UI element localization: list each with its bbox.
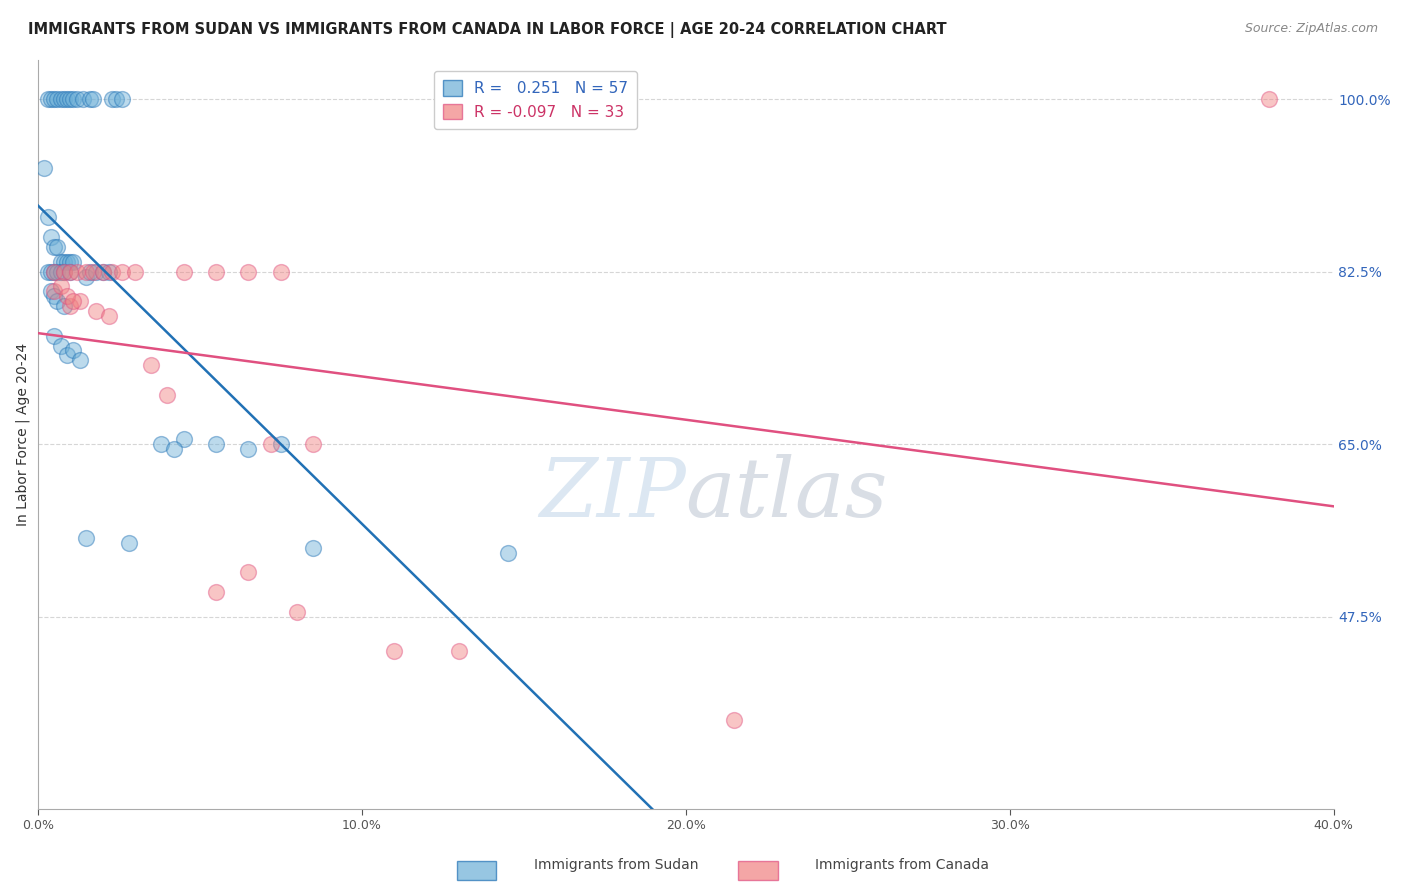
Point <box>66 92 89 106</box>
Point <box>42 328 65 343</box>
Point <box>46 264 69 278</box>
Point <box>447 644 470 658</box>
Point <box>56 348 79 362</box>
Point <box>163 442 186 456</box>
Point <box>42 285 65 299</box>
Point <box>37 264 59 278</box>
Point <box>62 254 84 268</box>
Point <box>49 338 72 352</box>
Point <box>124 264 146 278</box>
Point <box>62 294 84 309</box>
Point <box>52 254 75 268</box>
Point <box>49 279 72 293</box>
Point <box>84 264 107 278</box>
Point <box>46 92 69 106</box>
Point <box>79 264 101 278</box>
Point <box>285 605 308 619</box>
Point <box>34 161 56 175</box>
Point <box>205 264 228 278</box>
Point <box>149 437 172 451</box>
Point <box>37 92 59 106</box>
Point <box>79 92 101 106</box>
Point <box>723 713 745 727</box>
Point <box>66 264 89 278</box>
Point <box>82 264 104 278</box>
Point <box>111 92 134 106</box>
Point <box>270 264 292 278</box>
Point <box>42 92 65 106</box>
Point <box>104 92 127 106</box>
Text: Source: ZipAtlas.com: Source: ZipAtlas.com <box>1244 22 1378 36</box>
Point <box>49 254 72 268</box>
Point <box>173 432 195 446</box>
Point <box>260 437 283 451</box>
Text: IMMIGRANTS FROM SUDAN VS IMMIGRANTS FROM CANADA IN LABOR FORCE | AGE 20-24 CORRE: IMMIGRANTS FROM SUDAN VS IMMIGRANTS FROM… <box>28 22 946 38</box>
Point <box>496 546 519 560</box>
Point <box>75 531 97 545</box>
Point <box>69 294 91 309</box>
Point <box>52 92 75 106</box>
Point <box>62 343 84 358</box>
Point <box>52 264 75 278</box>
Point <box>39 230 62 244</box>
Point <box>56 92 79 106</box>
Point <box>69 353 91 368</box>
Point <box>39 264 62 278</box>
Point <box>42 240 65 254</box>
Point <box>42 264 65 278</box>
Point <box>49 92 72 106</box>
Point <box>62 92 84 106</box>
Point <box>52 264 75 278</box>
Point <box>101 264 124 278</box>
Point <box>238 442 260 456</box>
Point <box>46 294 69 309</box>
Text: Immigrants from Canada: Immigrants from Canada <box>815 858 990 872</box>
Point <box>382 644 405 658</box>
Point <box>238 264 260 278</box>
Point <box>98 309 121 323</box>
Point <box>156 388 179 402</box>
Point <box>84 304 107 318</box>
Point <box>205 437 228 451</box>
Point <box>59 254 82 268</box>
Point <box>42 289 65 303</box>
Point <box>111 264 134 278</box>
Point <box>75 264 97 278</box>
Text: ZIP: ZIP <box>538 454 686 534</box>
Point <box>59 264 82 278</box>
Point <box>39 285 62 299</box>
Point <box>141 358 163 372</box>
Point <box>302 437 325 451</box>
Point <box>56 254 79 268</box>
Point <box>59 264 82 278</box>
Point <box>52 299 75 313</box>
Point <box>75 269 97 284</box>
Point <box>39 92 62 106</box>
Legend: R =   0.251   N = 57, R = -0.097   N = 33: R = 0.251 N = 57, R = -0.097 N = 33 <box>434 71 637 129</box>
Point <box>238 566 260 580</box>
Text: Immigrants from Sudan: Immigrants from Sudan <box>534 858 699 872</box>
Point <box>59 92 82 106</box>
Point <box>91 264 114 278</box>
Point <box>117 535 139 549</box>
Point <box>82 92 104 106</box>
Point <box>173 264 195 278</box>
Point <box>42 264 65 278</box>
Point <box>101 92 124 106</box>
Point <box>37 211 59 225</box>
Point <box>98 264 121 278</box>
Point <box>270 437 292 451</box>
Point <box>72 92 94 106</box>
Point <box>1257 92 1279 106</box>
Point <box>49 264 72 278</box>
Point <box>59 299 82 313</box>
Point <box>91 264 114 278</box>
Point <box>205 585 228 599</box>
Point <box>56 289 79 303</box>
Point <box>46 240 69 254</box>
Y-axis label: In Labor Force | Age 20-24: In Labor Force | Age 20-24 <box>15 343 30 526</box>
Point <box>302 541 325 555</box>
Text: atlas: atlas <box>686 454 889 534</box>
